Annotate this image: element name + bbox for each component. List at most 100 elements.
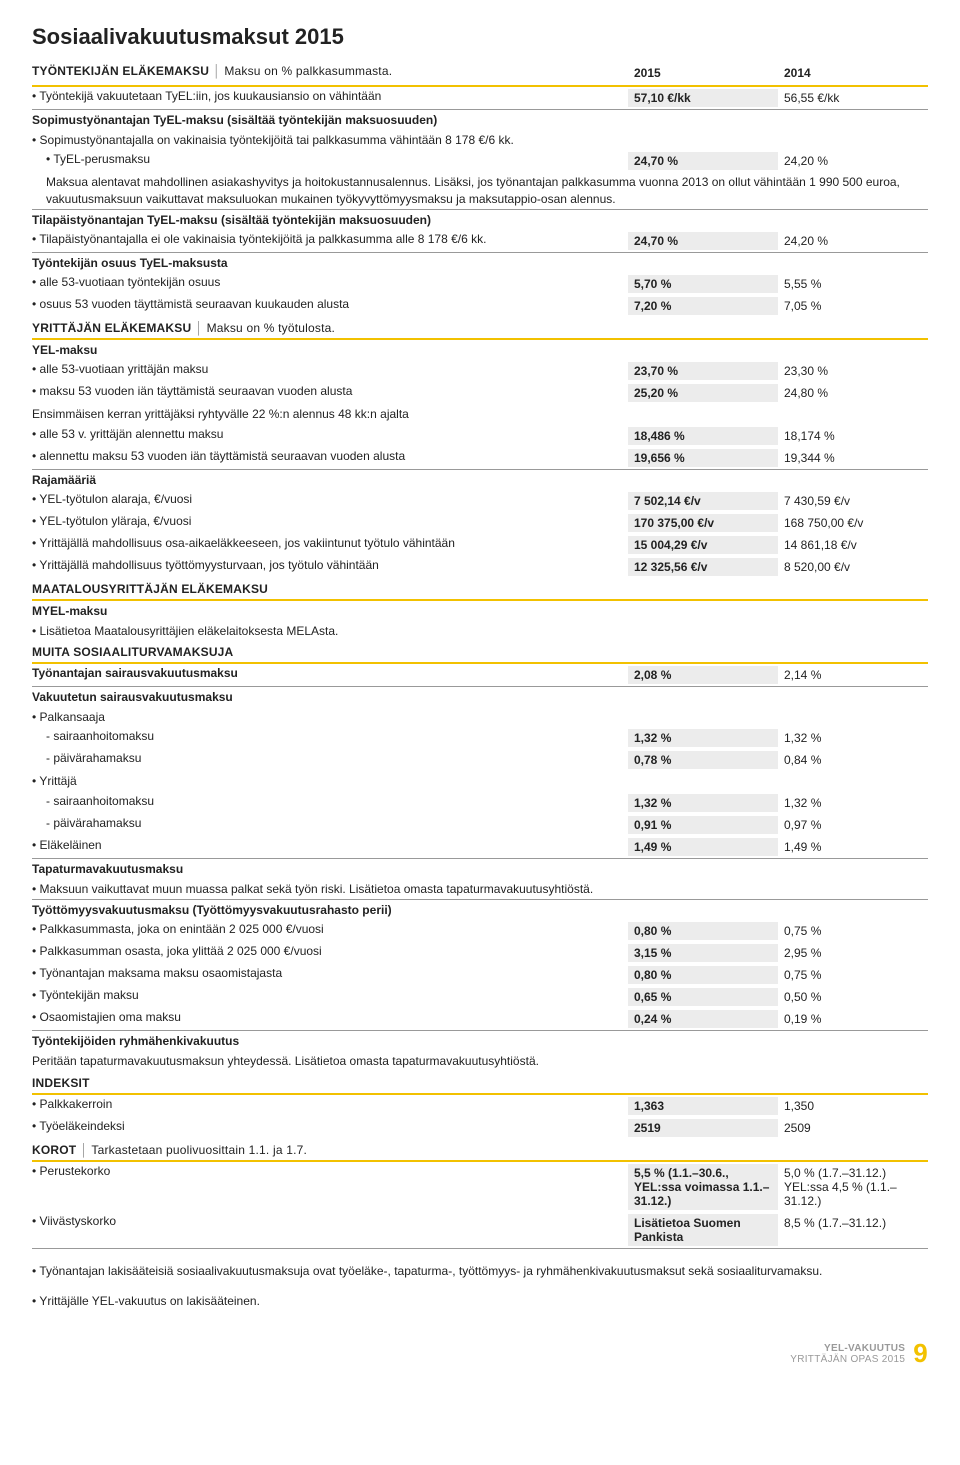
text: alle 53-vuotiaan työntekijän osuus — [32, 275, 628, 289]
footer-line2: YRITTÄJÄN OPAS 2015 — [790, 1354, 905, 1365]
val: 18,174 % — [778, 427, 928, 445]
text: alle 53 v. yrittäjän alennettu maksu — [32, 427, 628, 441]
text: Työntekijä vakuutetaan TyEL:iin, jos kuu… — [32, 89, 628, 103]
val: 0,97 % — [778, 816, 928, 834]
footnote: Yrittäjälle YEL-vakuutus on lakisääteine… — [32, 1293, 928, 1310]
col-2014: 2014 — [778, 64, 928, 82]
text: Palkkakerroin — [32, 1097, 628, 1111]
subheading: Työntekijän osuus TyEL-maksusta — [32, 253, 928, 273]
page-title: Sosiaalivakuutusmaksut 2015 — [32, 24, 928, 50]
val: 0,65 % — [628, 988, 778, 1006]
val: 3,15 % — [628, 944, 778, 962]
text: Sopimustyönantajalla on vakinaisia työnt… — [32, 130, 928, 150]
text: Peritään tapaturmavakuutusmaksun yhteyde… — [32, 1051, 928, 1071]
section-heading: MAATALOUSYRITTÄJÄN ELÄKEMAKSU — [32, 582, 928, 596]
text: Tilapäistyönantajalla ei ole vakinaisia … — [32, 232, 628, 246]
text: Ensimmäisen kerran yrittäjäksi ryhtyväll… — [32, 404, 928, 424]
subheading: Työnantajan sairausvakuutusmaksu — [32, 666, 628, 680]
val-2015: 24,70 % — [628, 232, 778, 250]
val: 170 375,00 €/v — [628, 514, 778, 532]
subheading: Työntekijöiden ryhmähenkivakuutus — [32, 1031, 928, 1051]
text: Eläkeläinen — [32, 838, 628, 852]
subheading: Tilapäistyönantajan TyEL-maksu (sisältää… — [32, 210, 928, 230]
text: YEL-työtulon alaraja, €/vuosi — [32, 492, 628, 506]
val: 0,24 % — [628, 1010, 778, 1028]
text: Työntekijän maksu — [32, 988, 628, 1002]
subheading: Vakuutetun sairausvakuutusmaksu — [32, 687, 928, 707]
val-2014: 56,55 €/kk — [778, 89, 928, 107]
val: 2,95 % — [778, 944, 928, 962]
val: 25,20 % — [628, 384, 778, 402]
val: 0,80 % — [628, 966, 778, 984]
val-2014: 24,20 % — [778, 152, 928, 170]
val: 0,80 % — [628, 922, 778, 940]
text: Lisätietoa Maatalousyrittäjien eläkelait… — [32, 621, 928, 641]
subheading: Sopimustyönantajan TyEL-maksu (sisältää … — [32, 110, 928, 130]
val: 1,350 — [778, 1097, 928, 1115]
val: 1,49 % — [778, 838, 928, 856]
text: Yrittäjällä mahdollisuus työttömyysturva… — [32, 558, 628, 572]
subheading: Työttömyysvakuutusmaksu (Työttömyysvakuu… — [32, 900, 928, 920]
val: 1,363 — [628, 1097, 778, 1115]
section-heading: INDEKSIT — [32, 1076, 928, 1090]
text: - sairaanhoitomaksu — [32, 794, 628, 808]
val: 0,84 % — [778, 751, 928, 769]
val-2015: 24,70 % — [628, 152, 778, 170]
val: Lisätietoa Suomen Pankista — [628, 1214, 778, 1246]
text: osuus 53 vuoden täyttämistä seuraavan ku… — [32, 297, 628, 311]
val: 8 520,00 €/v — [778, 558, 928, 576]
footer-line1: YEL-VAKUUTUS — [790, 1343, 905, 1354]
section-heading: YRITTÄJÄN ELÄKEMAKSU — [32, 321, 191, 335]
page-footer: YEL-VAKUUTUS YRITTÄJÄN OPAS 2015 9 — [32, 1338, 928, 1369]
val: 1,49 % — [628, 838, 778, 856]
val: 2509 — [778, 1119, 928, 1137]
subheading: YEL-maksu — [32, 340, 928, 360]
val: 2,14 % — [778, 666, 928, 684]
text: YEL-työtulon yläraja, €/vuosi — [32, 514, 628, 528]
val: 1,32 % — [778, 729, 928, 747]
val: 2519 — [628, 1119, 778, 1137]
text: TyEL-perusmaksu — [32, 152, 150, 166]
section-heading: MUITA SOSIAALITURVAMAKSUJA — [32, 645, 928, 659]
subheading: Tapaturmavakuutusmaksu — [32, 859, 928, 879]
section-sub: Tarkastetaan puolivuosittain 1.1. ja 1.7… — [80, 1143, 307, 1157]
section-heading: KOROT — [32, 1143, 76, 1157]
val: 12 325,56 €/v — [628, 558, 778, 576]
val: 23,30 % — [778, 362, 928, 380]
text: Palkansaaja — [32, 707, 928, 727]
text: Palkkasumman osasta, joka ylittää 2 025 … — [32, 944, 628, 958]
val: 168 750,00 €/v — [778, 514, 928, 532]
text: maksu 53 vuoden iän täyttämistä seuraava… — [32, 384, 628, 398]
text: Työnantajan maksama maksu osaomistajasta — [32, 966, 628, 980]
val: 7,05 % — [778, 297, 928, 315]
val: 15 004,29 €/v — [628, 536, 778, 554]
text: Palkkasummasta, joka on enintään 2 025 0… — [32, 922, 628, 936]
val: 0,75 % — [778, 922, 928, 940]
text: Viivästyskorko — [32, 1214, 628, 1228]
val-2015: 57,10 €/kk — [628, 89, 778, 107]
text: - päivärahamaksu — [32, 816, 628, 830]
text: Yrittäjällä mahdollisuus osa-aikaeläkkee… — [32, 536, 628, 550]
val: 7 502,14 €/v — [628, 492, 778, 510]
val: 2,08 % — [628, 666, 778, 684]
section-sub: Maksu on % työtulosta. — [195, 321, 335, 335]
text: - päivärahamaksu — [32, 751, 628, 765]
subheading: MYEL-maksu — [32, 601, 928, 621]
text: alle 53-vuotiaan yrittäjän maksu — [32, 362, 628, 376]
val: 0,75 % — [778, 966, 928, 984]
text: - sairaanhoitomaksu — [32, 729, 628, 743]
val: 1,32 % — [628, 794, 778, 812]
val: 8,5 % (1.7.–31.12.) — [778, 1214, 928, 1232]
val: 24,80 % — [778, 384, 928, 402]
val: 18,486 % — [628, 427, 778, 445]
val: 14 861,18 €/v — [778, 536, 928, 554]
val: 7 430,59 €/v — [778, 492, 928, 510]
val: 1,32 % — [778, 794, 928, 812]
text: Maksuun vaikuttavat muun muassa palkat s… — [32, 879, 928, 900]
col-2015: 2015 — [628, 64, 778, 82]
subheading: Rajamääriä — [32, 470, 928, 490]
val: 5,5 % (1.1.–30.6., YEL:ssa voimassa 1.1.… — [628, 1164, 778, 1210]
note: Maksua alentavat mahdollinen asiakashyvi… — [32, 172, 928, 209]
val-2014: 24,20 % — [778, 232, 928, 250]
val: 23,70 % — [628, 362, 778, 380]
